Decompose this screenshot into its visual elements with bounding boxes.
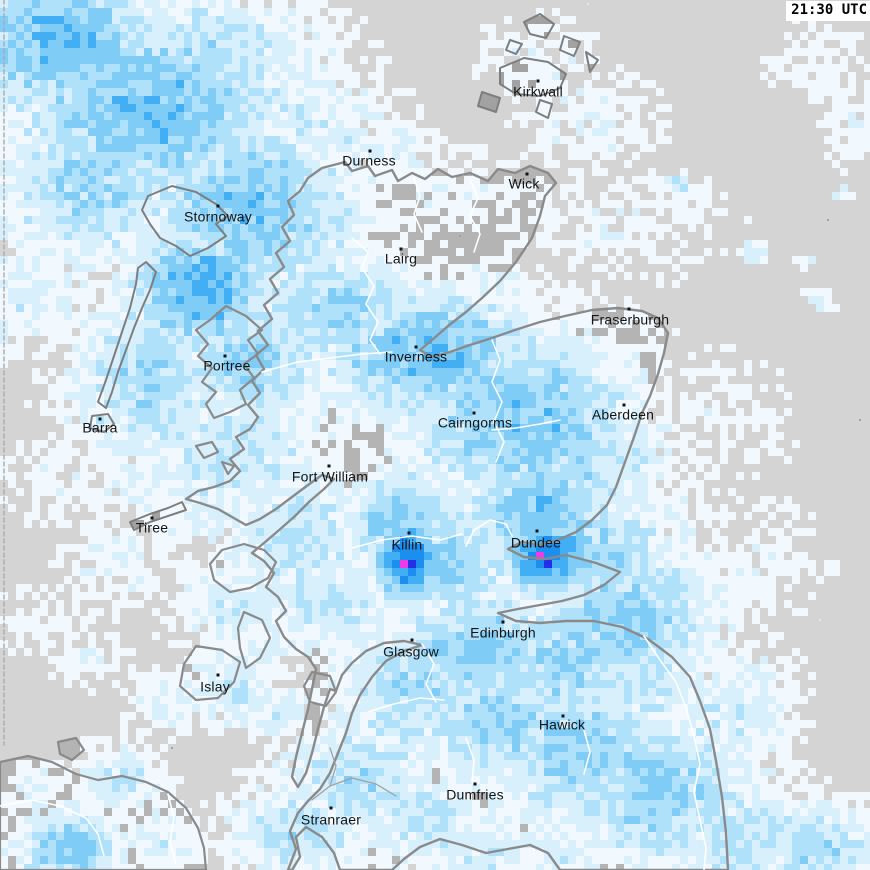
city-marker-edinburgh (501, 620, 505, 624)
city-label-stranraer: Stranraer (300, 811, 362, 828)
city-marker-dundee (535, 529, 539, 533)
city-label-portree: Portree (203, 357, 251, 374)
city-marker-stranraer (329, 806, 333, 810)
city-label-inverness: Inverness (384, 348, 448, 365)
city-label-stornoway: Stornoway (184, 208, 252, 225)
city-marker-islay (216, 673, 220, 677)
city-marker-stornoway (216, 204, 220, 208)
city-label-kirkwall: Kirkwall (513, 83, 563, 100)
city-label-durness: Durness (342, 152, 396, 169)
city-label-barra: Barra (82, 419, 118, 436)
city-label-fort-william: Fort William (291, 468, 369, 485)
city-label-killin: Killin (391, 536, 423, 553)
city-label-dundee: Dundee (510, 534, 562, 551)
city-label-islay: Islay (200, 678, 230, 695)
city-label-tiree: Tiree (135, 519, 169, 536)
timestamp-badge: 21:30 UTC (786, 1, 870, 21)
city-label-cairngorms: Cairngorms (437, 414, 513, 431)
city-marker-fraserburgh (627, 307, 631, 311)
timestamp-text: 21:30 UTC (791, 2, 867, 18)
city-label-wick: Wick (508, 175, 540, 192)
city-marker-kirkwall (536, 79, 540, 83)
city-label-aberdeen: Aberdeen (591, 406, 655, 423)
city-marker-durness (368, 149, 372, 153)
city-marker-glasgow (410, 638, 414, 642)
city-label-fraserburgh: Fraserburgh (590, 311, 670, 328)
city-label-glasgow: Glasgow (383, 643, 439, 660)
city-label-edinburgh: Edinburgh (470, 624, 536, 641)
city-marker-killin (407, 531, 411, 535)
city-marker-dumfries (473, 782, 477, 786)
city-marker-fort-william (327, 464, 331, 468)
city-label-dumfries: Dumfries (446, 786, 504, 803)
city-label-hawick: Hawick (538, 716, 586, 733)
city-label-lairg: Lairg (384, 250, 418, 267)
